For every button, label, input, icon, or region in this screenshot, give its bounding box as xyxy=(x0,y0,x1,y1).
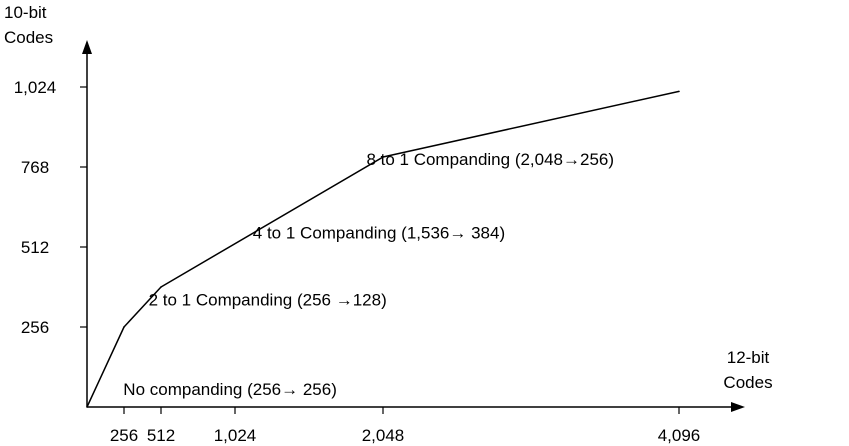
y-tick-label-0: 256 xyxy=(21,318,49,337)
series-point-0-3 xyxy=(382,156,384,158)
annotation-1: 2 to 1 Companding (256 →128) xyxy=(149,290,387,309)
axes xyxy=(80,40,745,414)
x-tick-label-1: 512 xyxy=(147,426,175,445)
y-axis-title-line-1: Codes xyxy=(4,28,53,47)
annotation-0: No companding (256→ 256) xyxy=(123,380,337,399)
annotation-3: 8 to 1 Companding (2,048→256) xyxy=(366,150,614,169)
x-axis-arrowhead xyxy=(731,402,745,412)
labels-group: 256 512 1,024 2,048 4,096 256 512 768 1,024 10-bi… xyxy=(4,3,773,445)
annotation-2: 4 to 1 Companding (1,536→ 384) xyxy=(253,223,505,242)
x-axis-title-line-1: Codes xyxy=(723,373,772,392)
y-tick-label-3: 1,024 xyxy=(14,78,57,97)
y-tick-label-2: 768 xyxy=(21,158,49,177)
series-point-0-4 xyxy=(678,90,680,93)
x-tick-label-4: 4,096 xyxy=(658,426,701,445)
x-axis-title-line-0: 12-bit xyxy=(727,348,770,367)
series-line-0 xyxy=(86,90,680,408)
x-tick-label-0: 256 xyxy=(110,426,138,445)
series-point-0-1 xyxy=(123,326,125,328)
y-axis-title: 10-bit Codes xyxy=(4,3,53,47)
series-point-0-0 xyxy=(86,406,88,408)
y-axis-title-line-0: 10-bit xyxy=(4,3,47,22)
x-tick-label-2: 1,024 xyxy=(214,426,257,445)
x-axis-title: 12-bit Codes xyxy=(723,348,772,392)
x-tick-label-3: 2,048 xyxy=(362,426,405,445)
series-group xyxy=(86,90,680,408)
y-tick-label-1: 512 xyxy=(21,238,49,257)
series-point-0-2 xyxy=(160,286,162,288)
y-axis-arrowhead xyxy=(82,40,92,54)
